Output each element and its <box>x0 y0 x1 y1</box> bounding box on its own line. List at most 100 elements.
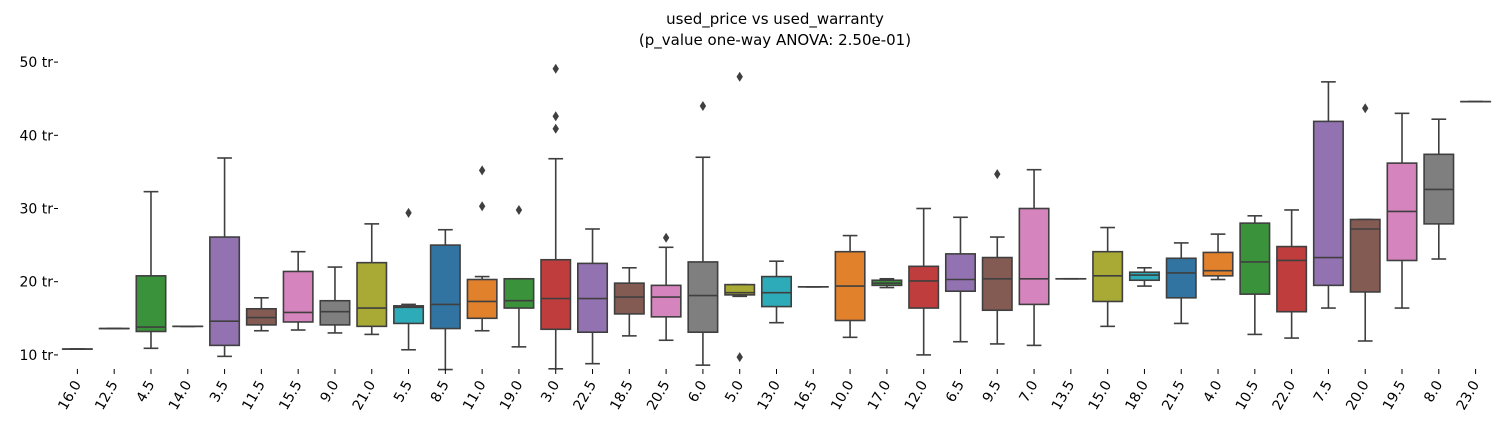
box-iqr <box>429 244 461 330</box>
x-tick-label: 20.0 <box>1343 378 1372 413</box>
box-iqr <box>613 282 645 315</box>
box-18.0 <box>1128 266 1160 287</box>
outlier-point <box>1362 103 1369 114</box>
outlier-point <box>736 71 743 82</box>
y-tick-label: 30 tr <box>19 202 53 218</box>
box-11.5 <box>245 297 277 332</box>
x-tick-label: 3.0 <box>538 378 563 405</box>
box-15.0 <box>1092 226 1124 328</box>
box-iqr <box>650 284 682 318</box>
box-20.0 <box>1349 103 1381 342</box>
x-tick-label: 10.0 <box>828 378 857 413</box>
box-20.5 <box>650 232 682 342</box>
box-6.0 <box>687 101 719 366</box>
box-21.0 <box>356 223 388 336</box>
x-tick-label: 12.0 <box>902 378 931 413</box>
outlier-point <box>478 165 486 176</box>
box-9.0 <box>319 266 351 334</box>
box-iqr <box>1018 207 1050 306</box>
box-iqr <box>1128 271 1160 282</box>
box-12.0 <box>908 207 940 356</box>
x-tick-label: 9.5 <box>980 378 1005 405</box>
box-iqr <box>981 256 1013 312</box>
outlier-point <box>994 169 1001 180</box>
box-iqr <box>135 275 167 333</box>
x-axis: 16.0 12.5 4.5 14.0 3.5 11.5 15.5 9.0 21.0 5.5 8.5 1… <box>55 369 1483 413</box>
x-tick-label: 22.0 <box>1270 378 1299 413</box>
box-iqr <box>319 299 351 326</box>
x-tick-label: 8.0 <box>1421 378 1446 405</box>
box-8.5 <box>429 228 461 371</box>
x-tick-label: 6.0 <box>685 378 710 405</box>
outlier-point <box>662 232 670 243</box>
box-6.5 <box>944 216 976 343</box>
outlier-point <box>699 101 707 112</box>
x-tick-label: 11.0 <box>460 378 489 413</box>
x-tick-label: 23.0 <box>1454 378 1483 413</box>
outlier-point <box>515 204 523 215</box>
box-4.5 <box>135 190 167 350</box>
box-18.5 <box>613 266 645 337</box>
box-iqr <box>1349 218 1381 293</box>
box-iqr <box>1312 120 1344 287</box>
box-iqr <box>908 265 940 309</box>
box-17.0 <box>871 277 903 289</box>
box-iqr <box>282 270 314 323</box>
x-tick-label: 7.0 <box>1017 378 1042 405</box>
box-iqr <box>1202 251 1234 277</box>
x-tick-label: 3.5 <box>207 378 232 405</box>
outlier-point <box>736 352 743 363</box>
outlier-point <box>552 111 559 122</box>
x-tick-label: 15.5 <box>276 378 305 413</box>
x-tick-label: 18.0 <box>1122 378 1151 413</box>
x-tick-label: 21.0 <box>350 378 379 413</box>
x-tick-label: 13.0 <box>755 378 784 413</box>
box-8.0 <box>1423 118 1455 260</box>
x-tick-label: 18.5 <box>607 378 636 413</box>
box-21.5 <box>1165 242 1197 325</box>
x-tick-label: 16.0 <box>55 378 84 413</box>
x-tick-label: 17.0 <box>865 378 894 413</box>
chart-title: used_price vs used_warranty <box>666 10 884 29</box>
x-tick-label: 13.5 <box>1049 378 1078 413</box>
x-tick-label: 19.0 <box>497 378 526 413</box>
box-7.0 <box>1018 168 1050 347</box>
x-tick-label: 10.5 <box>1233 378 1262 413</box>
y-tick-label: 10 tr <box>19 348 53 364</box>
x-tick-label: 22.5 <box>571 378 600 413</box>
x-tick-label: 5.5 <box>391 378 416 405</box>
y-tick-label: 50 tr <box>19 55 53 71</box>
box-3.5 <box>209 157 241 358</box>
box-iqr <box>1165 257 1197 299</box>
box-iqr <box>724 283 756 296</box>
plot-area <box>61 63 1492 371</box>
x-tick-label: 16.5 <box>791 378 820 413</box>
outlier-point <box>478 201 486 212</box>
y-axis: 10 tr 20 tr 30 tr 40 tr 50 tr <box>19 55 58 364</box>
x-tick-label: 11.5 <box>239 378 268 413</box>
box-3.0 <box>540 63 572 370</box>
x-tick-label: 5.0 <box>722 378 747 405</box>
x-tick-label: 4.0 <box>1201 378 1226 405</box>
box-iqr <box>760 275 793 308</box>
box-iqr <box>540 258 572 331</box>
x-tick-label: 8.5 <box>428 378 453 405</box>
outlier-point <box>405 207 412 218</box>
box-iqr <box>687 261 719 334</box>
box-4.0 <box>1202 233 1234 281</box>
box-7.5 <box>1312 81 1344 309</box>
box-13.0 <box>760 260 793 324</box>
box-iqr <box>1239 222 1271 295</box>
box-iqr <box>209 236 241 347</box>
x-tick-label: 21.5 <box>1159 378 1188 413</box>
outlier-point <box>552 123 559 134</box>
box-iqr <box>356 261 388 328</box>
x-tick-label: 6.5 <box>943 378 968 405</box>
x-tick-label: 20.5 <box>644 378 673 413</box>
box-9.5 <box>981 169 1013 345</box>
x-tick-label: 9.0 <box>317 378 342 405</box>
x-tick-label: 15.0 <box>1086 378 1115 413</box>
outlier-point <box>552 63 559 74</box>
box-11.0 <box>466 165 498 332</box>
